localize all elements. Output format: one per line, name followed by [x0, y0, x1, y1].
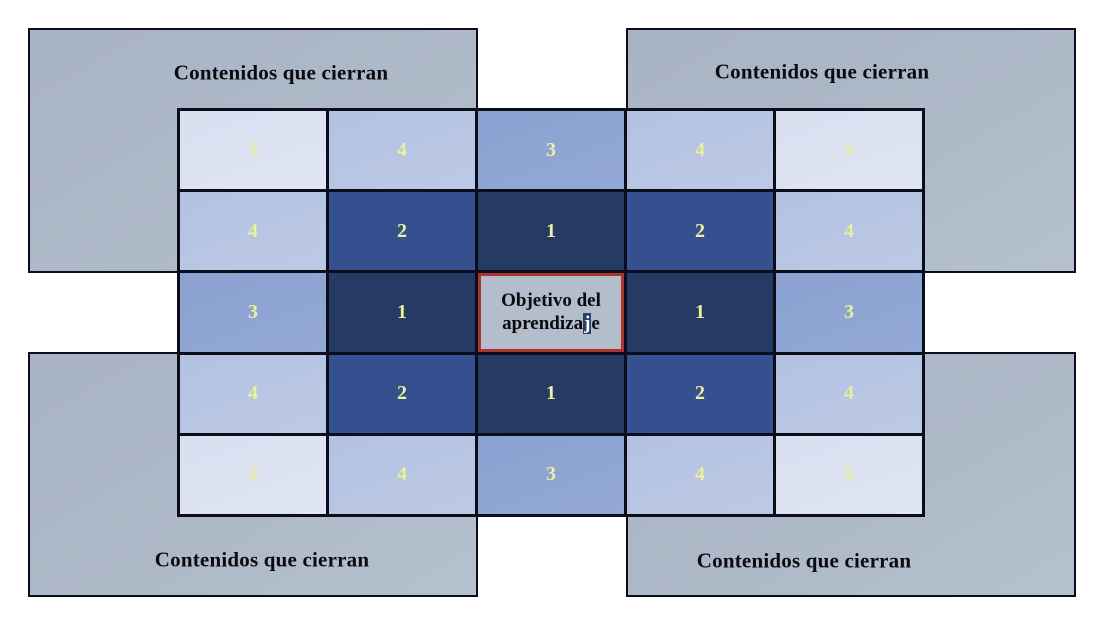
- distance-cell-4: 4: [329, 111, 475, 190]
- distance-cell-1: 1: [627, 273, 773, 352]
- distance-cell-3: 3: [180, 273, 326, 352]
- distance-cell-1: 1: [329, 273, 475, 352]
- distance-cell-5: 5: [180, 435, 326, 514]
- distance-cell-5: 5: [180, 111, 326, 190]
- distance-cell-1: 1: [478, 192, 624, 271]
- distance-cell-3: 3: [478, 111, 624, 190]
- distance-cell-4: 4: [180, 354, 326, 433]
- distance-cell-4: 4: [180, 192, 326, 271]
- distance-cell-5: 5: [776, 435, 922, 514]
- distance-cell-4: 4: [627, 111, 773, 190]
- distance-cell-3: 3: [776, 273, 922, 352]
- distance-cell-4: 4: [776, 354, 922, 433]
- corner-label-bottom-right: Contenidos que cierran: [696, 548, 912, 573]
- objective-cell[interactable]: Objetivo del aprendizaje: [478, 273, 624, 352]
- distance-cell-2: 2: [627, 354, 773, 433]
- objective-line-2: aprendizaje: [502, 313, 600, 335]
- objective-line-1: Objetivo del: [501, 290, 601, 312]
- distance-cell-2: 2: [627, 192, 773, 271]
- distance-cell-2: 2: [329, 192, 475, 271]
- distance-cell-5: 5: [776, 111, 922, 190]
- corner-label-top-left: Contenidos que cierran: [173, 60, 389, 85]
- distance-cell-3: 3: [478, 435, 624, 514]
- distance-cell-4: 4: [776, 192, 922, 271]
- distance-cell-4: 4: [627, 435, 773, 514]
- corner-label-top-right: Contenidos que cierran: [714, 59, 930, 84]
- distance-cell-4: 4: [329, 435, 475, 514]
- distance-cell-2: 2: [329, 354, 475, 433]
- selected-character[interactable]: j: [583, 313, 592, 335]
- corner-label-bottom-left: Contenidos que cierran: [154, 547, 370, 572]
- proximity-grid: 5 4 3 4 5 4 2 1 2 4 3 1 Objetivo del aprendizaje 1 3 4 2 1…: [177, 108, 925, 517]
- distance-cell-1: 1: [478, 354, 624, 433]
